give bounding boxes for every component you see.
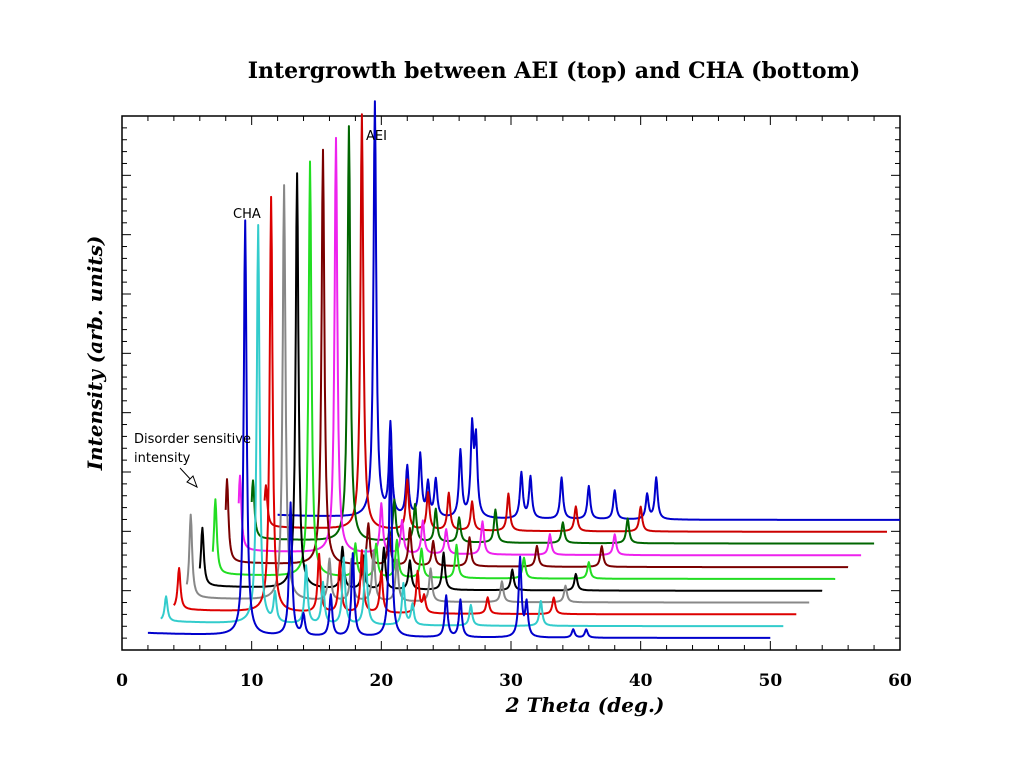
x-tick-labels: 0 10 20 30 40 50 60 — [116, 671, 912, 691]
series-line-3 — [173, 195, 797, 616]
series-line-10 — [263, 113, 888, 533]
x-tick-label: 30 — [499, 671, 523, 691]
series-line-9 — [250, 125, 875, 545]
aei-label: AEI — [366, 129, 387, 144]
series-layer — [147, 100, 901, 639]
x-tick-label: 50 — [758, 671, 782, 691]
x-tick-label: 20 — [369, 671, 393, 691]
x-tick-label: 10 — [240, 671, 264, 691]
x-axis-title: 2 Theta (deg.) — [505, 693, 665, 717]
series-line-2 — [160, 224, 784, 628]
series-line-5 — [198, 172, 823, 592]
series-line-4 — [185, 184, 810, 604]
disorder-arrow — [179, 467, 198, 489]
disorder-label-line1: Disorder sensitive — [134, 432, 251, 447]
series-line-11 — [277, 100, 901, 521]
axis-ticks — [121, 115, 901, 651]
cha-label: CHA — [233, 207, 261, 222]
series-line-7 — [224, 148, 849, 569]
y-axis-title: Intensity (arb. units) — [83, 236, 107, 472]
series-line-1 — [147, 219, 771, 639]
x-tick-label: 0 — [116, 671, 128, 691]
disorder-label-line2: intensity — [134, 451, 191, 466]
series-line-8 — [237, 136, 862, 557]
x-tick-label: 40 — [629, 671, 653, 691]
series-line-6 — [211, 160, 836, 580]
plot-frame — [121, 115, 901, 651]
chart-title: Intergrowth between AEI (top) and CHA (b… — [248, 58, 861, 84]
x-tick-label: 60 — [888, 671, 912, 691]
